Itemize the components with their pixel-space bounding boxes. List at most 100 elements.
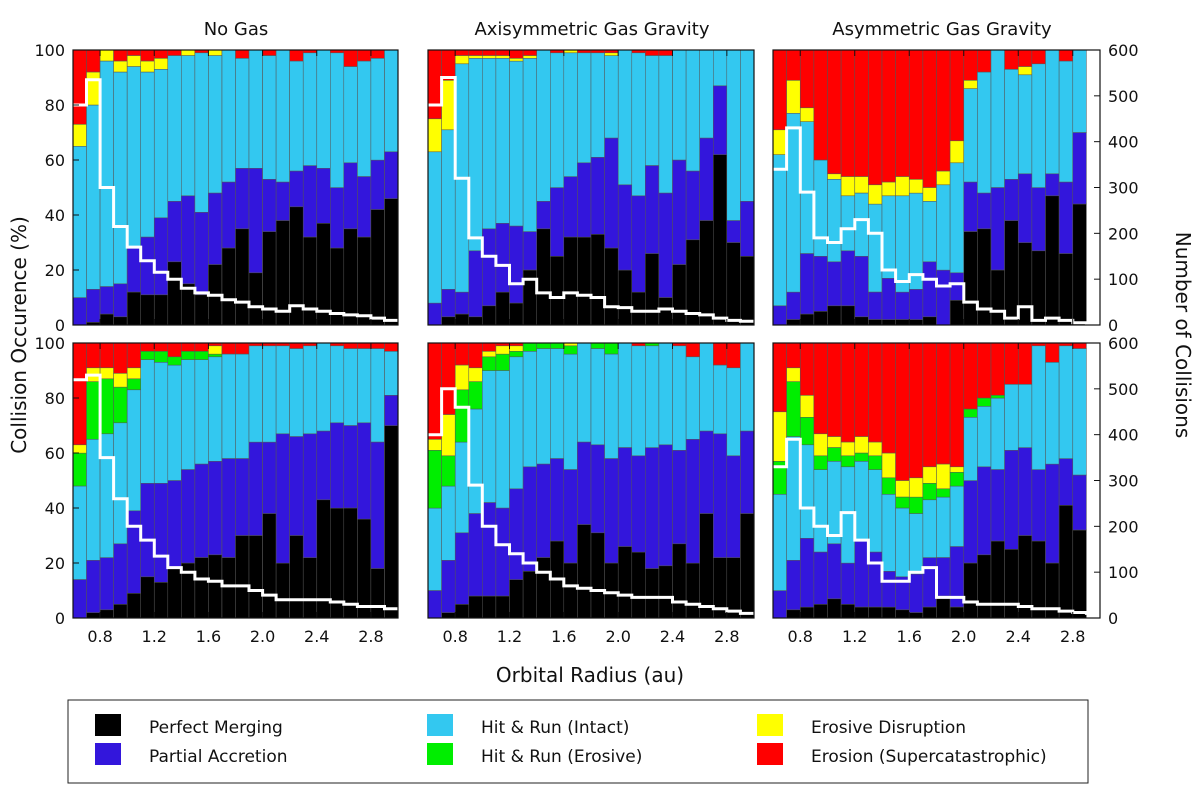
y2-tick-label: 600 xyxy=(1108,334,1139,353)
bar-segment xyxy=(126,66,141,249)
bar-segment xyxy=(454,389,470,443)
bar-segment xyxy=(482,49,497,56)
bar-segment xyxy=(316,430,331,501)
bar-segment xyxy=(726,242,741,326)
bar-segment xyxy=(221,49,236,183)
x-tick-label: 2.8 xyxy=(714,627,739,646)
y2-tick-label: 300 xyxy=(1108,472,1139,491)
collisions-step-line xyxy=(73,78,398,322)
x-tick-label: 2.8 xyxy=(1060,627,1085,646)
bar-segment xyxy=(167,49,182,56)
y-tick-label: 0 xyxy=(55,316,65,335)
bar-segment xyxy=(881,606,896,619)
bar-segment xyxy=(126,55,141,67)
bar-segment xyxy=(895,195,910,293)
bar-segment xyxy=(922,201,937,263)
bar-segment xyxy=(550,187,565,257)
bar-segment xyxy=(468,513,483,597)
bar-segment xyxy=(427,342,442,440)
bar-segment xyxy=(208,461,223,556)
bar-segment xyxy=(482,58,497,230)
bar-segment xyxy=(99,367,114,380)
bar-segment xyxy=(181,55,196,197)
bar-segment xyxy=(1018,342,1033,385)
bar-segment xyxy=(840,562,855,605)
bar-segment xyxy=(357,236,372,326)
bar-segment xyxy=(577,441,592,525)
bar-segment xyxy=(441,612,456,619)
bar-segment xyxy=(990,395,1005,399)
bar-segment xyxy=(113,49,128,62)
bar-segment xyxy=(868,291,883,320)
bar-segment xyxy=(827,179,842,263)
bar-segment xyxy=(113,386,128,424)
panel-0: 0 20 40 60 80 100 xyxy=(34,41,399,335)
bar-segment xyxy=(208,49,223,56)
bar-segment xyxy=(468,342,483,369)
bar-segment xyxy=(181,469,196,564)
y2-tick-label: 400 xyxy=(1108,133,1139,152)
bar-segment xyxy=(126,247,141,293)
bar-segment xyxy=(384,351,399,396)
bar-segment xyxy=(72,297,87,326)
bar-segment xyxy=(854,452,869,462)
bar-segment xyxy=(672,543,687,619)
bar-segment xyxy=(726,367,741,457)
legend-frame xyxy=(67,699,1089,784)
bar-segment xyxy=(441,342,456,415)
bar-segment xyxy=(881,342,896,454)
bar-segment xyxy=(86,71,101,106)
bar-segment xyxy=(1031,345,1046,470)
panel-1 xyxy=(427,49,755,326)
bar-segment xyxy=(672,450,687,545)
bar-segment xyxy=(482,55,497,59)
bar-segment xyxy=(167,364,182,481)
bar-segment xyxy=(113,71,128,285)
collisions-step-line xyxy=(773,126,1100,326)
y-tick-label: 100 xyxy=(34,41,65,60)
bar-segment xyxy=(786,113,801,293)
bar-segment xyxy=(495,353,510,371)
y-axis-label-right: Number of Collisions xyxy=(1171,232,1195,439)
bar-segment xyxy=(154,362,169,484)
bar-segment xyxy=(140,294,155,326)
plot-frame xyxy=(72,49,399,326)
y2-tick-label: 400 xyxy=(1108,426,1139,445)
bar-segment xyxy=(302,345,317,435)
bar-segment xyxy=(868,342,883,443)
bar-segment xyxy=(357,422,372,520)
bar-segment xyxy=(617,49,633,186)
bar-segment xyxy=(181,49,196,56)
bar-segment xyxy=(909,342,924,479)
bar-segment xyxy=(370,348,385,443)
bar-segment xyxy=(685,49,700,172)
panel-title-right: Asymmetric Gas Gravity xyxy=(832,19,1052,40)
bar-segment xyxy=(289,60,304,172)
y2-tick-label: 200 xyxy=(1108,517,1139,536)
bar-segment xyxy=(482,370,497,503)
bar-segment xyxy=(221,557,236,619)
bar-segment xyxy=(909,612,924,619)
bar-segment xyxy=(645,345,660,448)
bar-segment xyxy=(617,447,633,547)
bar-segment xyxy=(881,195,896,279)
bar-segment xyxy=(881,181,896,197)
bar-segment xyxy=(302,433,317,558)
bar-segment xyxy=(949,466,964,473)
bar-segment xyxy=(99,378,114,435)
panel-3: 0.8 1.2 1.6 2.0 2.4 2.8 0 20 40 60 80 100 xyxy=(34,334,399,646)
bar-segment xyxy=(740,430,755,514)
bar-segment xyxy=(977,466,992,556)
bar-segment xyxy=(895,480,910,498)
bar-segment xyxy=(936,463,951,490)
bar-segment xyxy=(868,319,883,326)
bar-segment xyxy=(740,49,755,202)
bar-segment xyxy=(827,436,842,448)
bar-segment xyxy=(330,52,345,188)
bar-segment xyxy=(427,507,442,591)
bar-segment xyxy=(895,49,910,177)
bar-segment xyxy=(550,342,565,349)
x-tick-label: 0.8 xyxy=(442,627,467,646)
bar-segment xyxy=(909,179,924,194)
bar-segment xyxy=(685,170,700,241)
